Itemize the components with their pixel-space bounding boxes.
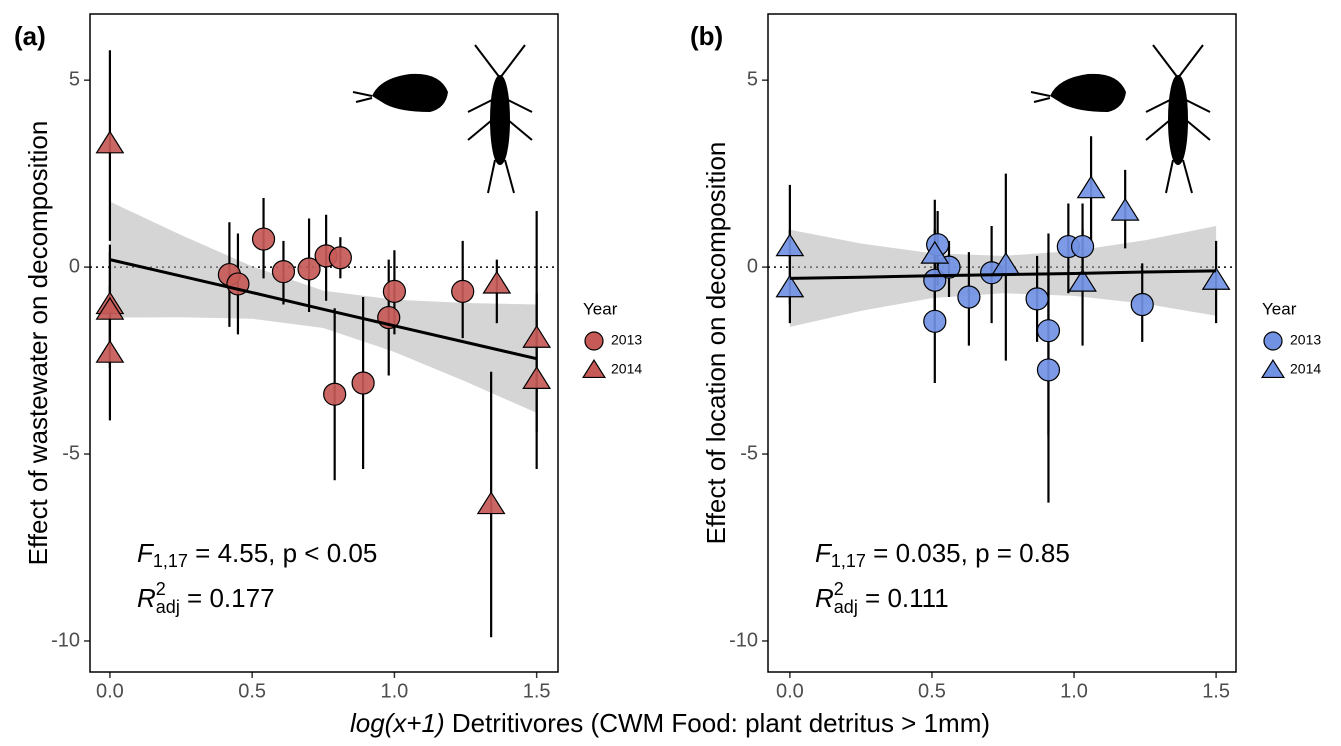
point (451, 279, 475, 304)
legend-label: 2013 (611, 332, 642, 348)
stat-f-df: 1,17 (153, 551, 188, 571)
stonefly-icon (467, 44, 1211, 194)
x-tick-label: 0.5 (918, 680, 946, 702)
point (1036, 319, 1061, 343)
point (920, 240, 950, 264)
y-tick-label: -5 (62, 442, 80, 464)
panel-label: (a) (14, 21, 46, 51)
stat-r-value: = 0.111 (858, 583, 949, 613)
point (351, 371, 375, 395)
point (1076, 175, 1106, 199)
legend-label: 2014 (1290, 361, 1321, 377)
x-tick-label: 1.5 (1202, 680, 1230, 702)
x-tick-label: 0.0 (776, 680, 804, 702)
point (482, 270, 512, 294)
point (95, 130, 125, 154)
point (1025, 287, 1049, 311)
point (1130, 292, 1154, 317)
y-tick-label: 5 (69, 68, 80, 90)
x-axis-title-italic: log(x+1) (350, 708, 445, 738)
x-tick-label: 1.0 (381, 680, 409, 702)
stat-r-value: = 0.177 (180, 583, 275, 613)
stat-r-sup: 2 (834, 579, 844, 599)
x-axis-title-rest: Detritivores (CWM Food: plant detritus >… (445, 708, 990, 738)
stat-r-sup: 2 (156, 579, 166, 599)
x-tick-label: 0.0 (96, 680, 124, 702)
x-tick-label: 0.5 (238, 680, 266, 702)
fit-line (789, 269, 1217, 280)
y-tick-label: -10 (729, 629, 758, 651)
legend-title: Year (583, 299, 618, 318)
plot-frame (89, 13, 559, 673)
legend-swatch (1261, 358, 1285, 379)
point (1036, 358, 1061, 382)
legend-swatch (582, 358, 606, 379)
stat-f-value: = 0.035, p = 0.85 (866, 538, 1070, 568)
stat-r-sub: adj (834, 597, 858, 617)
confidence-band (789, 225, 1217, 327)
stat-f-df: 1,17 (831, 551, 866, 571)
point (775, 274, 805, 298)
stat-r2: R2 adj = 0.111 (815, 579, 949, 617)
point (382, 279, 407, 304)
x-tick-label: 1.5 (523, 680, 551, 702)
y-tick-label: -10 (51, 629, 80, 651)
amphipod-icon (352, 73, 1126, 112)
legend-swatch (584, 331, 604, 351)
legend-swatch (1263, 331, 1283, 351)
stat-f-symbol: F (815, 538, 833, 568)
fit-line (109, 258, 538, 361)
y-tick-label: 0 (747, 255, 758, 277)
point (522, 366, 552, 389)
stat-r-sub: adj (156, 597, 180, 617)
stat-r-symbol: R (137, 583, 156, 613)
point (1070, 234, 1095, 259)
point (251, 227, 276, 251)
stat-f: F1,17 = 4.55, p < 0.05 (137, 538, 377, 571)
point (323, 382, 347, 406)
point (1201, 266, 1231, 290)
point (1110, 197, 1140, 221)
point (957, 285, 981, 309)
stat-f: F1,17 = 0.035, p = 0.85 (815, 538, 1070, 571)
legend-label: 2013 (1290, 332, 1321, 348)
x-tick-label: 1.0 (1060, 680, 1088, 702)
point (476, 491, 506, 515)
point (95, 296, 125, 320)
point (923, 309, 947, 333)
point (775, 233, 805, 257)
point (95, 339, 125, 363)
point (1068, 268, 1097, 292)
stat-f-symbol: F (137, 538, 155, 568)
x-axis-title: log(x+1) Detritivores (CWM Food: plant d… (350, 708, 990, 738)
plot-frame (767, 13, 1237, 673)
stat-r2: R2 adj = 0.177 (137, 579, 275, 617)
y-tick-label: 0 (69, 255, 80, 277)
point (297, 257, 321, 281)
point (271, 259, 296, 284)
stat-f-value: = 4.55, p < 0.05 (188, 538, 377, 568)
point (328, 246, 352, 270)
confidence-band (109, 201, 537, 413)
y-axis-title: Effect of location on decomposition (701, 142, 731, 545)
y-tick-label: -5 (740, 442, 758, 464)
legend-title: Year (1262, 299, 1297, 318)
legend-label: 2014 (611, 361, 642, 377)
y-axis-title: Effect of wastewater on decomposition (23, 121, 53, 566)
y-tick-label: 5 (747, 68, 758, 90)
point (522, 324, 552, 348)
stat-r-symbol: R (815, 583, 834, 613)
panel-label: (b) (690, 21, 723, 51)
